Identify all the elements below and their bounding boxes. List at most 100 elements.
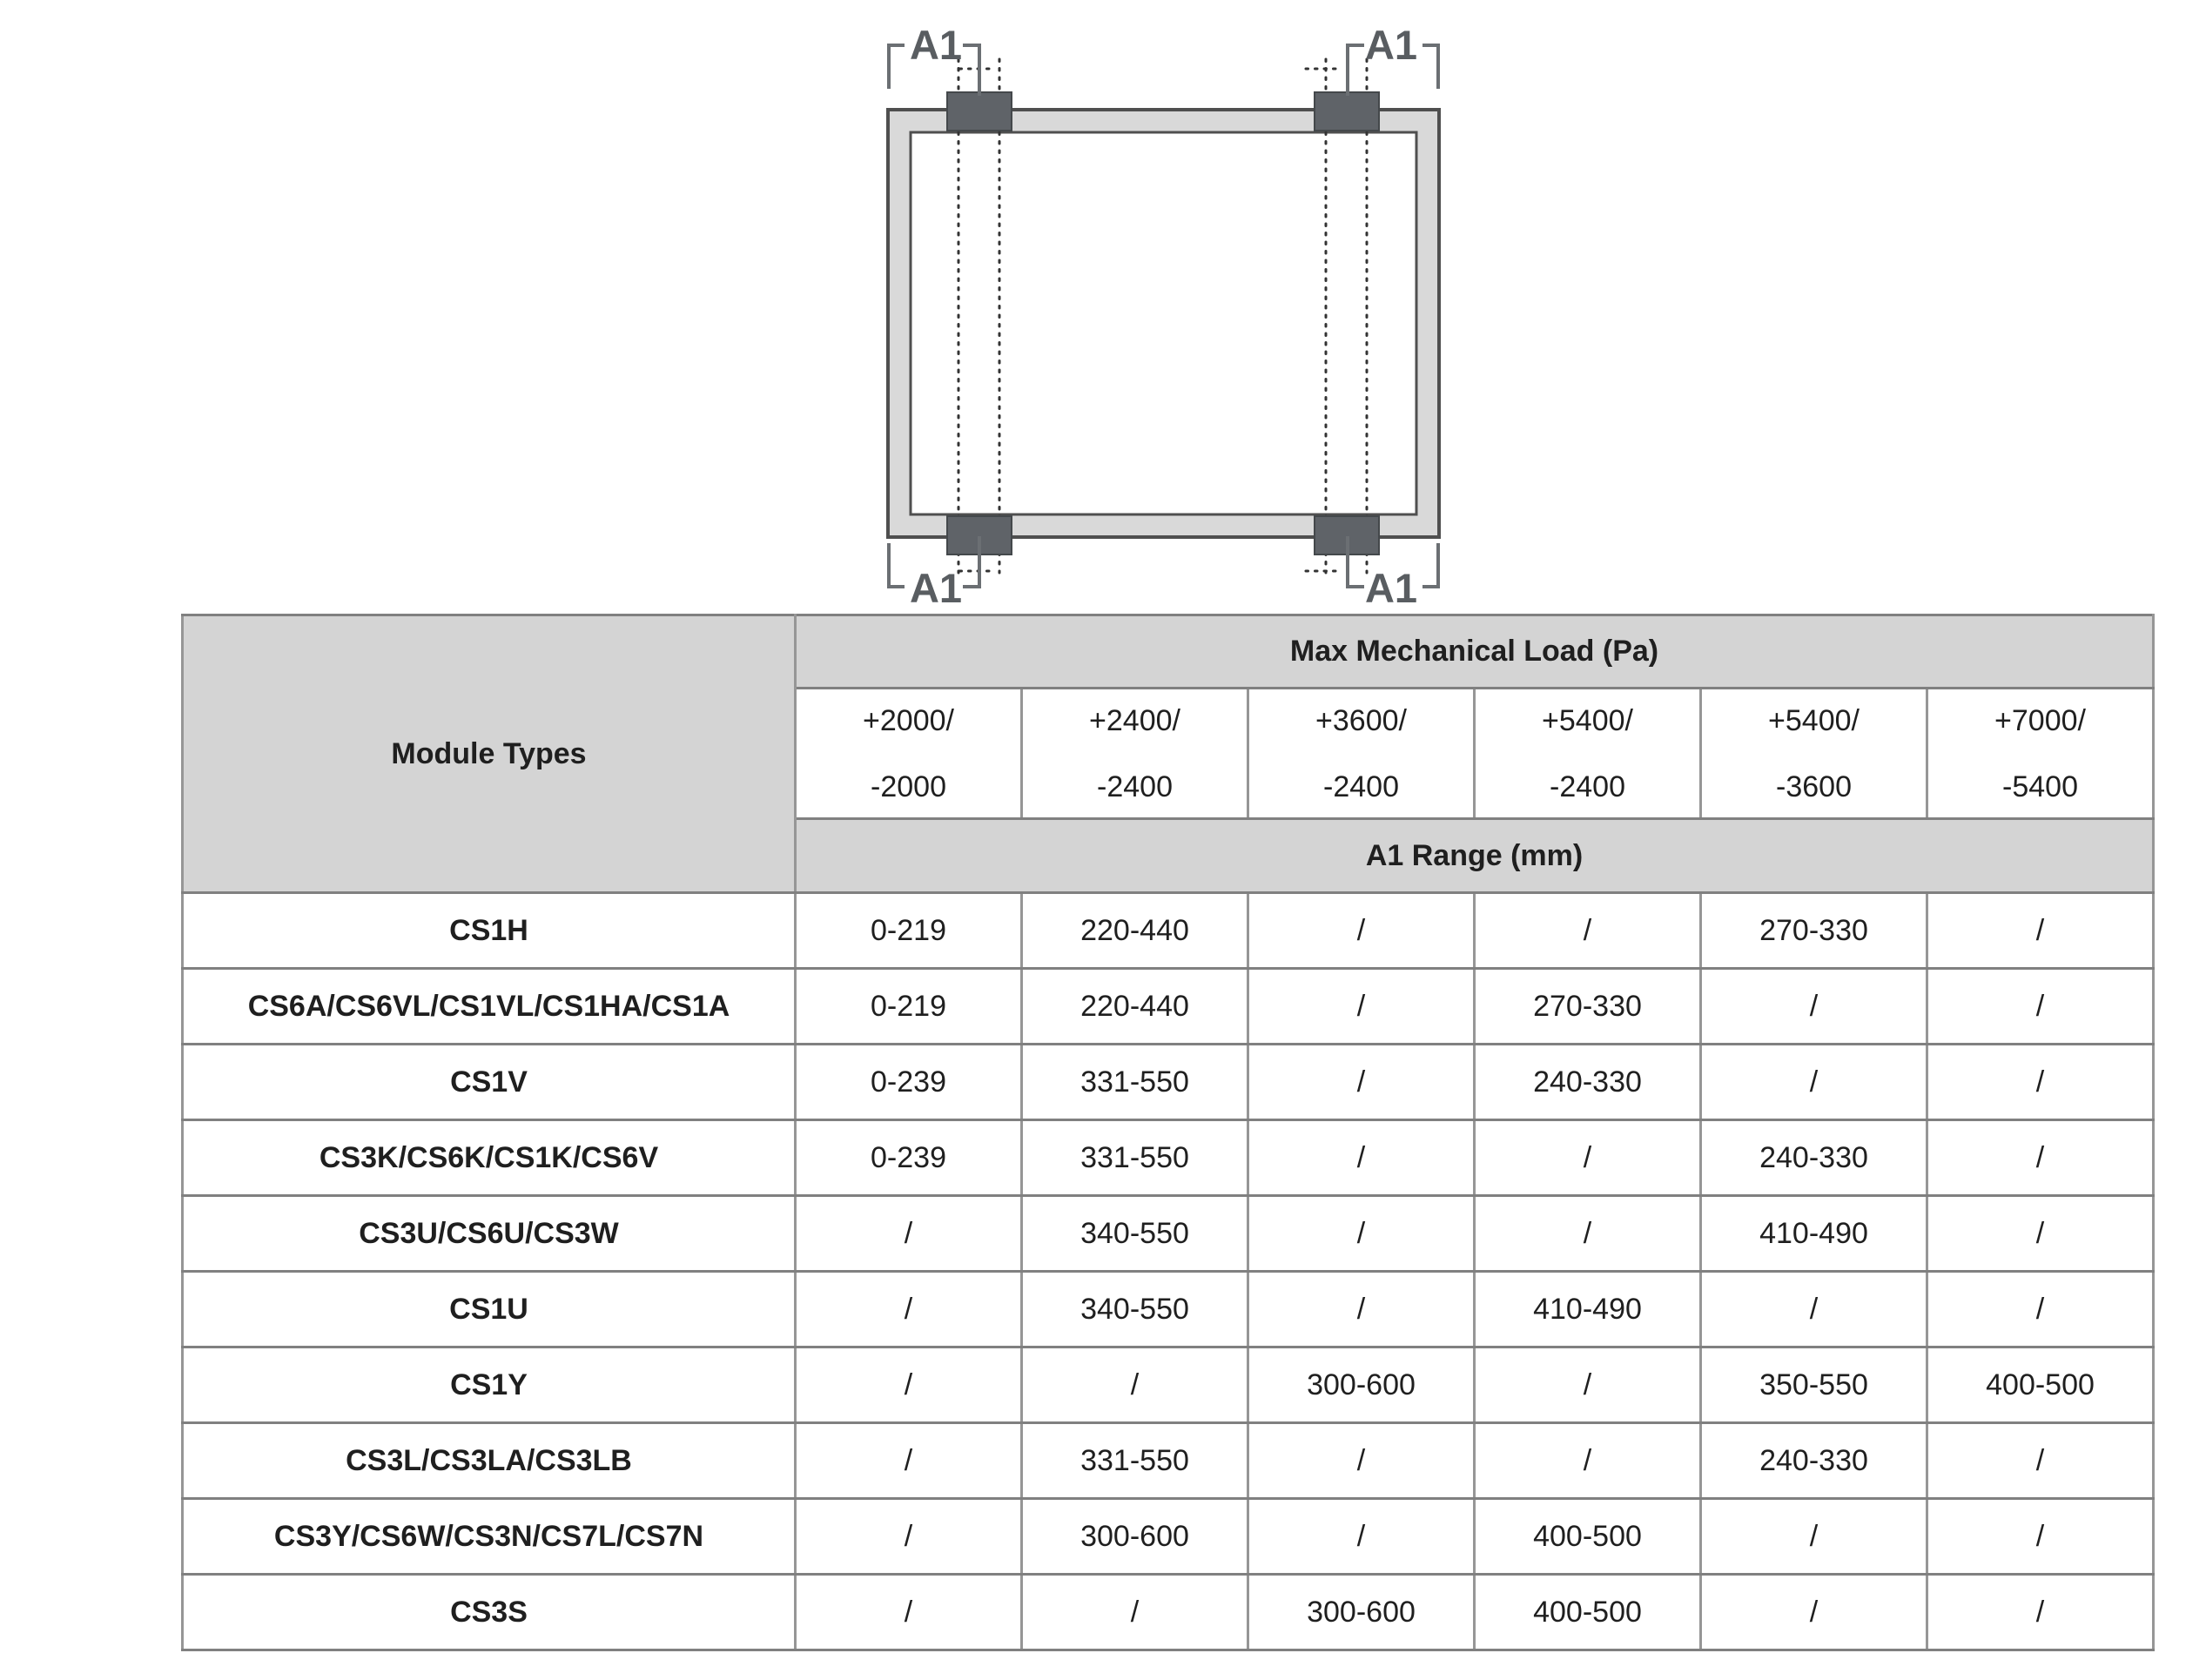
a1-value: / (1247, 1043, 1476, 1121)
a1-value: / (1247, 967, 1476, 1045)
module-type-label: CS6A/CS6VL/CS1VL/CS1HA/CS1A (181, 967, 797, 1045)
a1-value: / (1473, 1194, 1702, 1273)
a1-value: / (1247, 891, 1476, 970)
module-type-label: CS1Y (181, 1346, 797, 1424)
a1-value: / (1247, 1270, 1476, 1348)
mechanical-load-table: Module Types Max Mechanical Load (Pa) +2… (181, 614, 2156, 1651)
a1-value: / (1925, 1119, 2156, 1197)
load-col-0-neg: -2000 (871, 769, 946, 803)
table-row: CS6A/CS6VL/CS1VL/CS1HA/CS1A 0-219 220-44… (181, 967, 2156, 1045)
a1-value: / (1473, 1346, 1702, 1424)
load-col-5: +7000/ -5400 (1925, 687, 2156, 820)
load-col-1: +2400/ -2400 (1020, 687, 1249, 820)
load-col-4-neg: -3600 (1776, 769, 1852, 803)
a1-value: 0-239 (794, 1119, 1023, 1197)
a1-label-top-left: A1 (910, 22, 962, 68)
a1-value: / (794, 1573, 1023, 1651)
a1-value: / (1925, 1270, 2156, 1348)
module-type-label: CS1V (181, 1043, 797, 1121)
a1-value: 0-239 (794, 1043, 1023, 1121)
a1-value: / (1247, 1119, 1476, 1197)
module-types-header-cell: Module Types (181, 614, 797, 894)
a1-value: / (794, 1497, 1023, 1576)
a1-value: 270-330 (1473, 967, 1702, 1045)
table-row-load-values: +2000/ -2000 +2400/ -2400 +3600/ -2400 +… (183, 687, 2156, 820)
a1-value: 300-600 (1247, 1573, 1476, 1651)
module-type-label: CS3Y/CS6W/CS3N/CS7L/CS7N (181, 1497, 797, 1576)
clamp-top-left (946, 91, 1012, 131)
a1-value: 331-550 (1020, 1421, 1249, 1500)
table-row: CS3K/CS6K/CS1K/CS6V 0-239 331-550 / / 24… (181, 1119, 2156, 1197)
a1-callout-brackets (887, 44, 1440, 588)
load-col-2: +3600/ -2400 (1247, 687, 1476, 820)
a1-value: / (1925, 1043, 2156, 1121)
a1-value: / (1925, 1573, 2156, 1651)
a1-value: 240-330 (1699, 1119, 1928, 1197)
a1-value: 400-500 (1925, 1346, 2156, 1424)
table-row: CS3Y/CS6W/CS3N/CS7L/CS7N / 300-600 / 400… (181, 1497, 2156, 1576)
a1-value: 240-330 (1473, 1043, 1702, 1121)
clamps (946, 91, 1380, 555)
module-frame-inner (909, 131, 1418, 516)
module-type-label: CS1U (181, 1270, 797, 1348)
clamp-position-drawing: A1 A1 A1 A1 (886, 22, 1441, 611)
a1-value: / (1925, 1194, 2156, 1273)
table-row: CS1H 0-219 220-440 / / 270-330 / (181, 891, 2156, 970)
load-col-4-pos: +5400/ (1768, 703, 1860, 737)
table-row-load-title: Module Types Max Mechanical Load (Pa) (181, 614, 2156, 894)
a1-value: 300-600 (1247, 1346, 1476, 1424)
a1-value: / (1925, 891, 2156, 970)
a1-value: 410-490 (1699, 1194, 1928, 1273)
table-row: CS3U/CS6U/CS3W / 340-550 / / 410-490 / (181, 1194, 2156, 1273)
a1-value: 240-330 (1699, 1421, 1928, 1500)
module-type-label: CS1H (181, 891, 797, 970)
a1-value: / (1247, 1194, 1476, 1273)
load-col-3-neg: -2400 (1550, 769, 1625, 803)
a1-value: / (1925, 967, 2156, 1045)
a1-value: / (794, 1346, 1023, 1424)
load-col-2-pos: +3600/ (1315, 703, 1407, 737)
a1-value: 220-440 (1020, 891, 1249, 970)
a1-label-bottom-left: A1 (910, 565, 962, 611)
a1-value: 270-330 (1699, 891, 1928, 970)
table-row: CS3L/CS3LA/CS3LB / 331-550 / / 240-330 / (181, 1421, 2156, 1500)
a1-value: 300-600 (1020, 1497, 1249, 1576)
a1-value: / (1247, 1497, 1476, 1576)
load-col-0-pos: +2000/ (863, 703, 954, 737)
a1-value: / (1699, 1043, 1928, 1121)
a1-range-header-cell: A1 Range (mm) (793, 817, 2156, 894)
a1-value: 0-219 (794, 967, 1023, 1045)
load-col-1-pos: +2400/ (1089, 703, 1180, 737)
a1-value: / (794, 1194, 1023, 1273)
a1-value: / (1473, 891, 1702, 970)
a1-value: / (1925, 1421, 2156, 1500)
a1-value: 340-550 (1020, 1194, 1249, 1273)
table-row-a1-range: A1 Range (mm) (183, 817, 2156, 894)
load-col-1-neg: -2400 (1097, 769, 1173, 803)
a1-label-bottom-right: A1 (1365, 565, 1417, 611)
a1-value: 400-500 (1473, 1573, 1702, 1651)
load-col-0: +2000/ -2000 (794, 687, 1023, 820)
a1-value: 410-490 (1473, 1270, 1702, 1348)
a1-value: / (794, 1270, 1023, 1348)
a1-value: / (1020, 1346, 1249, 1424)
a1-value: / (1699, 1497, 1928, 1576)
table-row: CS1Y / / 300-600 / 350-550 400-500 (181, 1346, 2156, 1424)
load-col-2-neg: -2400 (1323, 769, 1399, 803)
module-type-label: CS3S (181, 1573, 797, 1651)
a1-value: / (1473, 1119, 1702, 1197)
load-col-5-pos: +7000/ (1994, 703, 2086, 737)
load-col-3: +5400/ -2400 (1473, 687, 1702, 820)
a1-value: / (1699, 1270, 1928, 1348)
table-row: CS3S / / 300-600 400-500 / / (181, 1573, 2156, 1651)
load-col-4: +5400/ -3600 (1699, 687, 1928, 820)
a1-value: 400-500 (1473, 1497, 1702, 1576)
module-clamp-diagram: A1 A1 A1 A1 (853, 9, 1497, 618)
table-row: CS1U / 340-550 / 410-490 / / (181, 1270, 2156, 1348)
a1-value: / (1247, 1421, 1476, 1500)
a1-value: 0-219 (794, 891, 1023, 970)
a1-value: / (1020, 1573, 1249, 1651)
a1-value: 340-550 (1020, 1270, 1249, 1348)
clamp-guide-lines (957, 57, 1369, 575)
